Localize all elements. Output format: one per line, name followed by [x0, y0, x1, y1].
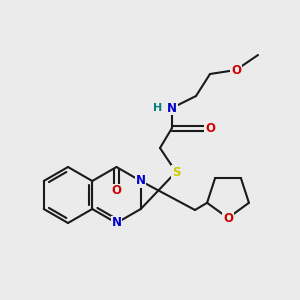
- Text: H: H: [153, 103, 163, 113]
- Text: O: O: [112, 184, 122, 197]
- Text: O: O: [231, 64, 241, 76]
- Text: N: N: [136, 175, 146, 188]
- Text: O: O: [205, 122, 215, 134]
- Text: S: S: [172, 166, 180, 178]
- Text: O: O: [223, 212, 233, 224]
- Text: N: N: [112, 217, 122, 230]
- Text: N: N: [167, 101, 177, 115]
